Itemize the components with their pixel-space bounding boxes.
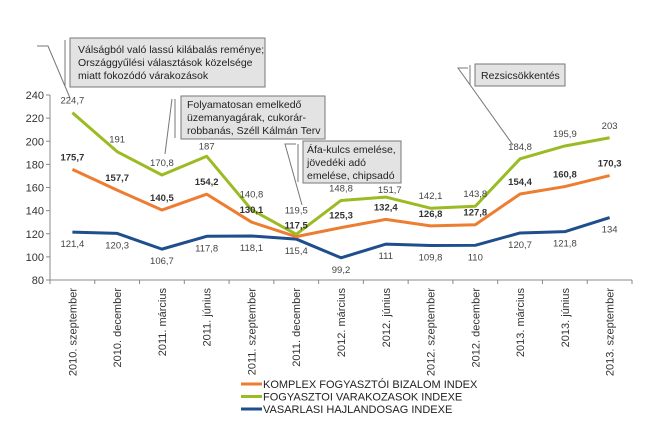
- series-line: [71, 167, 610, 239]
- x-tick-label: 2013. március: [515, 288, 527, 358]
- x-tick-label: 2011. március: [157, 288, 169, 357]
- x-tick-label: 2010. szeptember: [67, 288, 79, 376]
- data-label: 109,8: [419, 253, 443, 264]
- axes: 80 100 120 140 160 180 200 220 240 2010. szeptemb…: [26, 90, 633, 376]
- y-tick-label: 160: [26, 183, 44, 195]
- data-label: 130,1: [240, 205, 264, 216]
- x-tick-label: 2013. szeptember: [605, 288, 617, 376]
- data-label: 127,8: [463, 208, 487, 219]
- data-label: 175,7: [60, 152, 84, 163]
- annotation-line: üzemanyagárak, cukorár-: [187, 112, 307, 124]
- annotation-line: Rezsicsökkentés: [481, 70, 560, 82]
- data-label: 117,8: [195, 243, 218, 254]
- y-tick-label: 100: [26, 252, 44, 264]
- data-label: 154,4: [508, 177, 532, 188]
- series-line: [72, 216, 611, 260]
- annotation-fuel-prices: Folyamatosan emelkedő üzemanyagárak, cuk…: [164, 95, 326, 155]
- y-tick-label: 120: [26, 229, 44, 241]
- legend-label: FOGYASZTOI VARAKOZASOK INDEXE: [263, 392, 462, 404]
- data-label: 184,8: [508, 142, 532, 153]
- annotation-line: Országgyűlési választások közelsége: [78, 57, 253, 69]
- data-label: 125,3: [329, 211, 353, 222]
- data-label: 121,8: [553, 239, 577, 250]
- data-label: 106,7: [150, 256, 174, 267]
- annotation-crisis-recovery: Válságból való lassú kilábalás reménye; …: [37, 37, 266, 99]
- data-label: 132,4: [374, 202, 398, 213]
- data-label: 111: [379, 251, 393, 262]
- data-labels: 175,7 157,7 140,5 154,2 130,1 117,5 125,3 132,4…: [60, 96, 621, 276]
- data-label: 143,8: [463, 189, 487, 200]
- data-label: 195,9: [553, 129, 577, 140]
- data-label: 154,2: [195, 177, 219, 188]
- data-label: 119,5: [285, 205, 308, 216]
- legend: KOMPLEX FOGYASZTÓI BIZALOM INDEXFOGYASZT…: [241, 378, 478, 416]
- x-tick-label: 2012. szeptember: [426, 288, 438, 376]
- data-label: 148,8: [329, 183, 353, 194]
- annotation-vat-increase: Áfa-kulcs emelése, jövedéki adó emelése,…: [284, 140, 402, 206]
- x-tick-label: 2011. december: [291, 288, 303, 367]
- data-label: 151,7: [378, 185, 402, 196]
- data-label: 203: [602, 121, 618, 132]
- data-label: 134: [602, 225, 618, 236]
- y-tick-label: 220: [26, 113, 44, 125]
- y-tick-label: 140: [26, 206, 44, 218]
- data-label: 99,2: [332, 265, 351, 276]
- data-label: 120,7: [508, 240, 532, 251]
- data-label: 170,8: [150, 158, 174, 169]
- x-tick-label: 2010. december: [112, 288, 124, 368]
- annotation-line: emelése, chipsadó: [307, 170, 395, 182]
- data-label: 160,8: [553, 170, 577, 181]
- x-tick-label: 2012. december: [470, 288, 482, 368]
- y-tick-label: 180: [26, 159, 44, 171]
- annotation-line: jövedéki adó: [306, 157, 366, 169]
- annotation-line: miatt fokozódó várakozások: [78, 70, 209, 82]
- annotation-line: Válságból való lassú kilábalás reménye;: [78, 44, 264, 56]
- data-label: 117,5: [285, 221, 309, 232]
- series: [71, 111, 611, 260]
- data-label: 115,4: [285, 246, 308, 257]
- data-label: 140,8: [240, 190, 264, 201]
- data-label: 157,7: [105, 173, 129, 184]
- data-label: 126,8: [419, 209, 443, 220]
- data-label: 140,5: [150, 193, 174, 204]
- x-tick-label: 2012. június: [381, 288, 393, 348]
- data-label: 187: [199, 141, 215, 152]
- data-label: 121,4: [60, 239, 84, 250]
- annotations: Válságból való lassú kilábalás reménye; …: [37, 37, 566, 206]
- data-label: 224,7: [60, 96, 84, 107]
- data-label: 118,1: [240, 243, 263, 254]
- x-tick-label: 2011. szeptember: [246, 288, 258, 376]
- legend-label: VASARLASI HAJLANDOSAG INDEXE: [263, 404, 452, 416]
- data-label: 142,1: [419, 191, 443, 202]
- legend-label: KOMPLEX FOGYASZTÓI BIZALOM INDEX: [263, 378, 478, 391]
- y-tick-label: 240: [26, 90, 44, 102]
- data-label: 191: [109, 135, 125, 146]
- annotation-line: robbanás, Széll Kálmán Terv: [187, 125, 321, 137]
- y-tick-label: 200: [26, 136, 44, 148]
- data-label: 170,3: [598, 159, 622, 170]
- data-label: 120,3: [105, 240, 129, 251]
- x-tick-label: 2011. június: [202, 288, 214, 347]
- annotation-line: Folyamatosan emelkedő: [187, 99, 302, 111]
- annotation-line: Áfa-kulcs emelése,: [307, 143, 396, 156]
- annotation-utility-cuts: Rezsicsökkentés: [457, 63, 566, 146]
- x-tick-label: 2013. június: [560, 288, 572, 348]
- data-label: 110: [468, 252, 483, 263]
- series-line: [71, 111, 610, 236]
- y-tick-label: 80: [32, 275, 44, 287]
- x-tick-label: 2012. március: [336, 288, 348, 358]
